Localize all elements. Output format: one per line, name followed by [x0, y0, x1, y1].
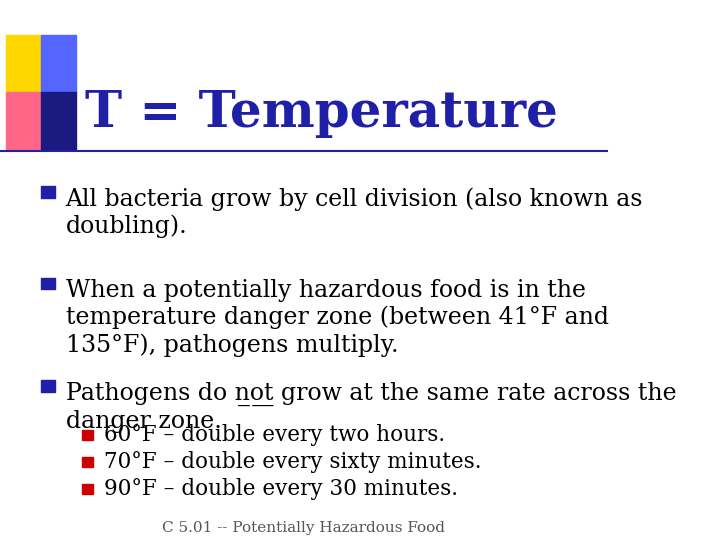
Bar [41, 35, 76, 92]
Bar [82, 430, 93, 440]
Bar [82, 484, 93, 494]
Text: 70°F – double every sixty minutes.: 70°F – double every sixty minutes. [104, 451, 482, 472]
Bar [82, 457, 93, 467]
Bar [41, 380, 55, 392]
Text: Pathogens do n̲o̲t̲ grow at the same rate across the
danger zone.: Pathogens do n̲o̲t̲ grow at the same rat… [66, 382, 676, 433]
Text: 90°F – double every 30 minutes.: 90°F – double every 30 minutes. [104, 478, 459, 500]
Bar [41, 186, 55, 198]
Bar [41, 92, 76, 148]
Bar [6, 35, 41, 92]
Text: 60°F – double every two hours.: 60°F – double every two hours. [104, 424, 446, 446]
Text: T = Temperature: T = Temperature [85, 89, 558, 138]
Bar [6, 92, 41, 148]
Text: All bacteria grow by cell division (also known as
doubling).: All bacteria grow by cell division (also… [66, 187, 643, 238]
Text: When a potentially hazardous food is in the
temperature danger zone (between 41°: When a potentially hazardous food is in … [66, 279, 608, 356]
Text: C 5.01 -- Potentially Hazardous Food: C 5.01 -- Potentially Hazardous Food [162, 521, 445, 535]
Bar [41, 278, 55, 289]
